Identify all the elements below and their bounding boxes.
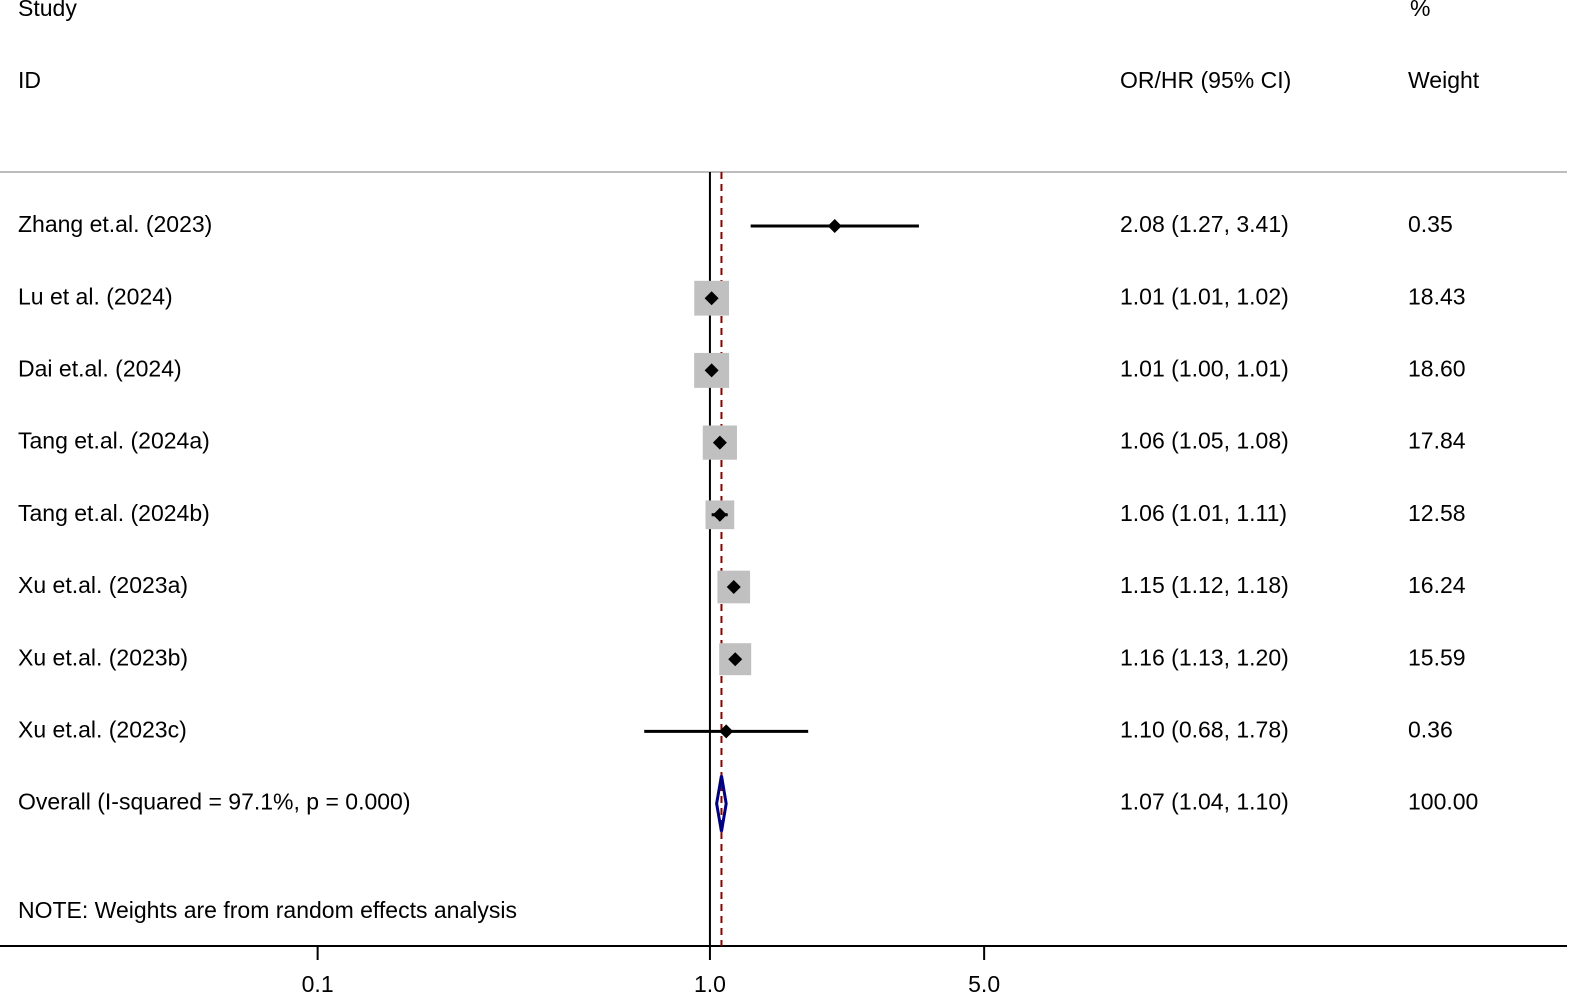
study-label: Dai et.al. (2024) bbox=[18, 355, 182, 381]
weight-label: 17.84 bbox=[1408, 428, 1466, 454]
header-study-top: Study bbox=[18, 0, 77, 21]
ci-label: 1.06 (1.05, 1.08) bbox=[1120, 428, 1289, 454]
study-label: Lu et al. (2024) bbox=[18, 283, 173, 309]
x-tick-label: 5.0 bbox=[968, 971, 1000, 997]
header-effect: OR/HR (95% CI) bbox=[1120, 67, 1291, 93]
weight-label: 15.59 bbox=[1408, 644, 1466, 670]
weight-label: 0.35 bbox=[1408, 211, 1453, 237]
x-tick-label: 0.1 bbox=[302, 971, 334, 997]
study-label: Xu et.al. (2023b) bbox=[18, 644, 188, 670]
study-label: Xu et.al. (2023a) bbox=[18, 572, 188, 598]
overall-label: Overall (I-squared = 97.1%, p = 0.000) bbox=[18, 789, 411, 815]
overall-weight-label: 100.00 bbox=[1408, 789, 1478, 815]
weight-label: 18.60 bbox=[1408, 355, 1466, 381]
point-estimate bbox=[719, 724, 734, 739]
ci-label: 1.06 (1.01, 1.11) bbox=[1120, 500, 1287, 526]
point-estimate bbox=[712, 507, 727, 522]
point-estimate bbox=[704, 291, 719, 306]
study-label: Tang et.al. (2024a) bbox=[18, 428, 210, 454]
weight-label: 18.43 bbox=[1408, 283, 1466, 309]
ci-label: 1.15 (1.12, 1.18) bbox=[1120, 572, 1289, 598]
ci-label: 1.10 (0.68, 1.78) bbox=[1120, 716, 1289, 742]
overall-diamond bbox=[715, 775, 728, 832]
x-tick-label: 1.0 bbox=[694, 971, 726, 997]
weight-label: 16.24 bbox=[1408, 572, 1466, 598]
point-estimate bbox=[704, 363, 719, 378]
study-label: Xu et.al. (2023c) bbox=[18, 716, 187, 742]
ci-label: 1.16 (1.13, 1.20) bbox=[1120, 644, 1289, 670]
point-estimate bbox=[712, 435, 727, 450]
note: NOTE: Weights are from random effects an… bbox=[18, 897, 517, 923]
weight-label: 0.36 bbox=[1408, 716, 1453, 742]
study-label: Zhang et.al. (2023) bbox=[18, 211, 212, 237]
point-estimate bbox=[726, 580, 741, 594]
ci-label: 1.01 (1.01, 1.02) bbox=[1120, 283, 1289, 309]
weight-label: 12.58 bbox=[1408, 500, 1466, 526]
header-weight-top: % bbox=[1410, 0, 1430, 21]
point-estimate bbox=[728, 652, 743, 667]
point-estimate bbox=[827, 219, 842, 233]
header-weight: Weight bbox=[1408, 67, 1480, 93]
header-study: ID bbox=[18, 67, 41, 93]
ci-label: 1.01 (1.00, 1.01) bbox=[1120, 355, 1289, 381]
overall-ci-label: 1.07 (1.04, 1.10) bbox=[1120, 789, 1289, 815]
study-label: Tang et.al. (2024b) bbox=[18, 500, 210, 526]
ci-label: 2.08 (1.27, 3.41) bbox=[1120, 211, 1289, 237]
